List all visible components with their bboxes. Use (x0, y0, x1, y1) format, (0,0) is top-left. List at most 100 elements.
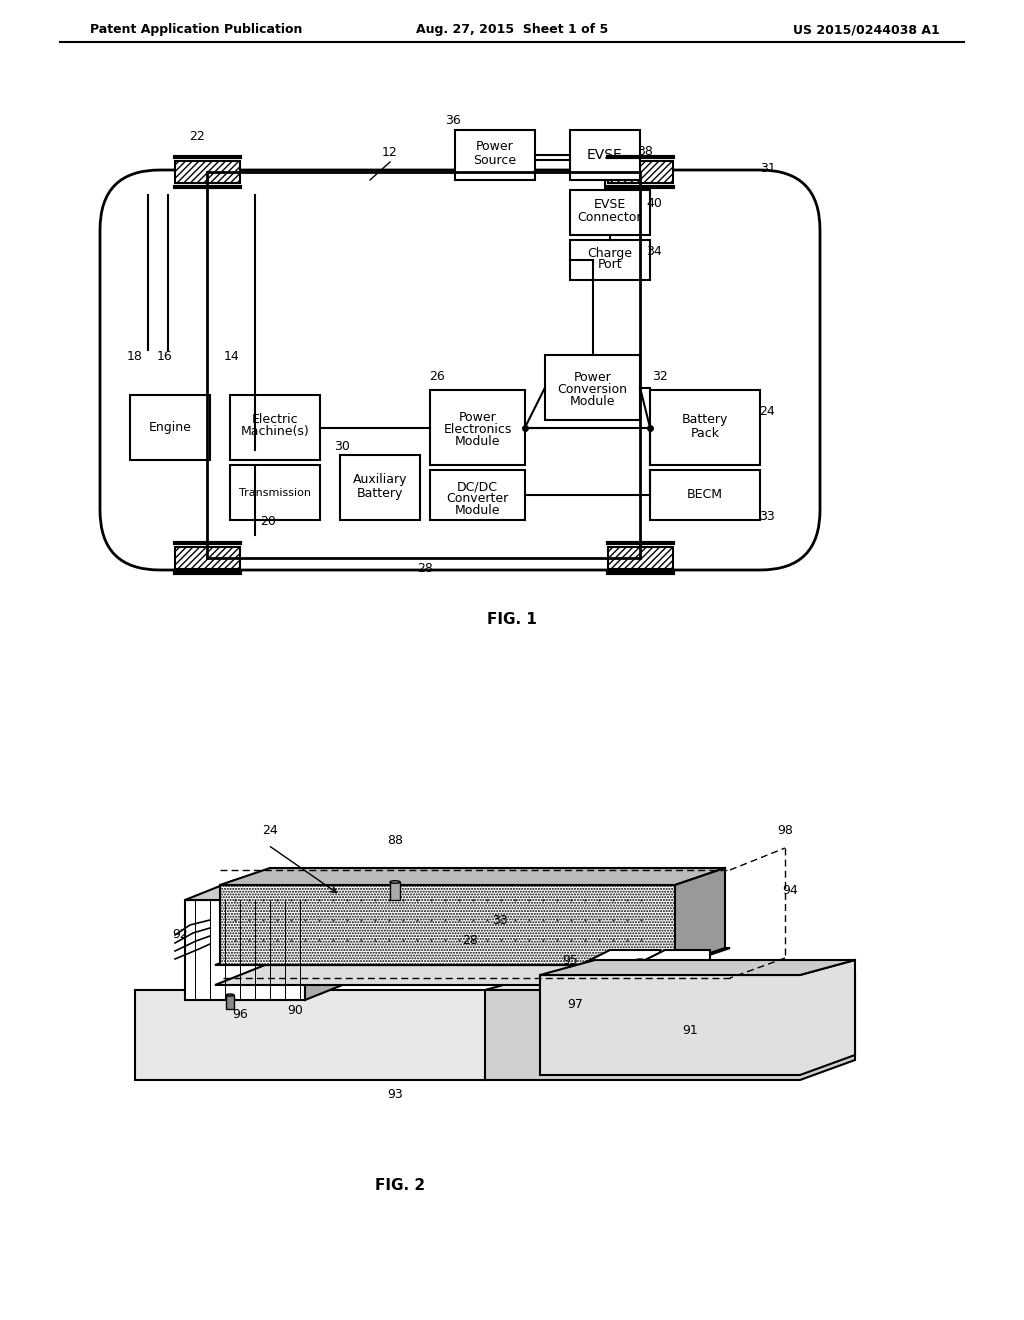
Bar (570, 129, 640, 180)
Text: 33: 33 (759, 510, 775, 523)
Bar (340, 455, 420, 520)
Ellipse shape (390, 880, 400, 883)
Text: 95: 95 (562, 953, 578, 966)
Text: 18: 18 (127, 350, 143, 363)
Text: Power: Power (459, 411, 497, 424)
Bar (430, 389, 525, 465)
Text: 24: 24 (262, 824, 278, 837)
Polygon shape (215, 965, 730, 985)
Text: 33: 33 (493, 913, 508, 927)
Text: 28: 28 (462, 933, 478, 946)
Text: Battery: Battery (356, 487, 403, 500)
Text: 91: 91 (682, 1023, 698, 1036)
Polygon shape (635, 950, 710, 1005)
Ellipse shape (226, 994, 234, 997)
Polygon shape (676, 968, 684, 982)
Text: 96: 96 (232, 1008, 248, 1022)
Bar (455, 129, 535, 180)
Text: Electronics: Electronics (443, 422, 512, 436)
Polygon shape (185, 900, 305, 1001)
Bar (570, 190, 650, 235)
Bar (230, 395, 319, 459)
Text: 14: 14 (224, 350, 240, 363)
Text: 92: 92 (172, 928, 187, 941)
Bar (650, 470, 760, 520)
Text: Port: Port (598, 259, 623, 272)
Text: 90: 90 (287, 1003, 303, 1016)
Bar (174, 161, 240, 183)
Text: 16: 16 (157, 350, 173, 363)
Polygon shape (540, 960, 855, 1074)
Bar (607, 161, 673, 183)
Text: Transmission: Transmission (239, 487, 311, 498)
Text: 22: 22 (189, 129, 205, 143)
Text: 40: 40 (646, 197, 662, 210)
Text: Module: Module (569, 395, 615, 408)
Text: FIG. 1: FIG. 1 (487, 612, 537, 627)
Text: Power: Power (573, 371, 611, 384)
Polygon shape (636, 960, 644, 974)
Text: 31: 31 (760, 162, 776, 176)
Text: Auxiliary: Auxiliary (352, 473, 408, 486)
Text: DC/DC: DC/DC (457, 480, 498, 494)
Polygon shape (226, 995, 234, 1008)
Text: Machine(s): Machine(s) (241, 425, 309, 438)
Polygon shape (220, 869, 725, 884)
Text: 38: 38 (637, 145, 653, 158)
Text: Connector: Connector (578, 211, 642, 224)
Text: 26: 26 (429, 370, 444, 383)
Bar (130, 395, 210, 459)
Polygon shape (580, 950, 660, 1005)
Bar (607, 546, 673, 569)
Text: Pack: Pack (690, 426, 720, 440)
Text: Charge: Charge (588, 247, 633, 260)
Bar (230, 465, 319, 520)
Text: 97: 97 (567, 998, 583, 1011)
Text: Patent Application Publication: Patent Application Publication (90, 24, 302, 37)
Bar (545, 355, 640, 420)
Text: 32: 32 (652, 370, 668, 383)
Text: US 2015/0244038 A1: US 2015/0244038 A1 (794, 24, 940, 37)
Text: 12: 12 (382, 145, 398, 158)
Text: Battery: Battery (682, 413, 728, 426)
Bar (570, 240, 650, 280)
Text: 88: 88 (387, 833, 403, 846)
Text: EVSE: EVSE (587, 148, 623, 162)
Text: Power: Power (476, 140, 514, 153)
Text: 98: 98 (777, 824, 793, 837)
Polygon shape (675, 869, 725, 965)
Text: Source: Source (473, 154, 516, 168)
Text: Engine: Engine (148, 421, 191, 434)
Text: FIG. 2: FIG. 2 (375, 1177, 425, 1192)
Text: Module: Module (455, 504, 501, 517)
Text: 20: 20 (260, 515, 275, 528)
Text: 94: 94 (782, 883, 798, 896)
FancyBboxPatch shape (100, 170, 820, 570)
Ellipse shape (636, 960, 644, 961)
Text: 24: 24 (759, 405, 775, 418)
Text: BECM: BECM (687, 488, 723, 502)
Bar (174, 546, 240, 569)
Text: Aug. 27, 2015  Sheet 1 of 5: Aug. 27, 2015 Sheet 1 of 5 (416, 24, 608, 37)
Polygon shape (485, 975, 855, 1080)
Bar (430, 470, 525, 520)
Polygon shape (390, 882, 400, 900)
Text: EVSE: EVSE (594, 198, 626, 211)
Text: Conversion: Conversion (557, 383, 628, 396)
Text: 28: 28 (417, 562, 433, 576)
Polygon shape (220, 884, 675, 965)
Polygon shape (540, 960, 855, 975)
Text: 36: 36 (445, 114, 461, 127)
Polygon shape (135, 975, 540, 1080)
Bar (650, 389, 760, 465)
Text: 30: 30 (334, 440, 350, 453)
Ellipse shape (676, 968, 684, 969)
Polygon shape (305, 880, 355, 1001)
Text: Converter: Converter (446, 492, 509, 506)
Text: Electric: Electric (252, 413, 298, 426)
Text: 34: 34 (646, 246, 662, 257)
Text: Module: Module (455, 436, 501, 447)
Text: 93: 93 (387, 1089, 402, 1101)
Polygon shape (185, 880, 355, 900)
Polygon shape (215, 948, 730, 965)
